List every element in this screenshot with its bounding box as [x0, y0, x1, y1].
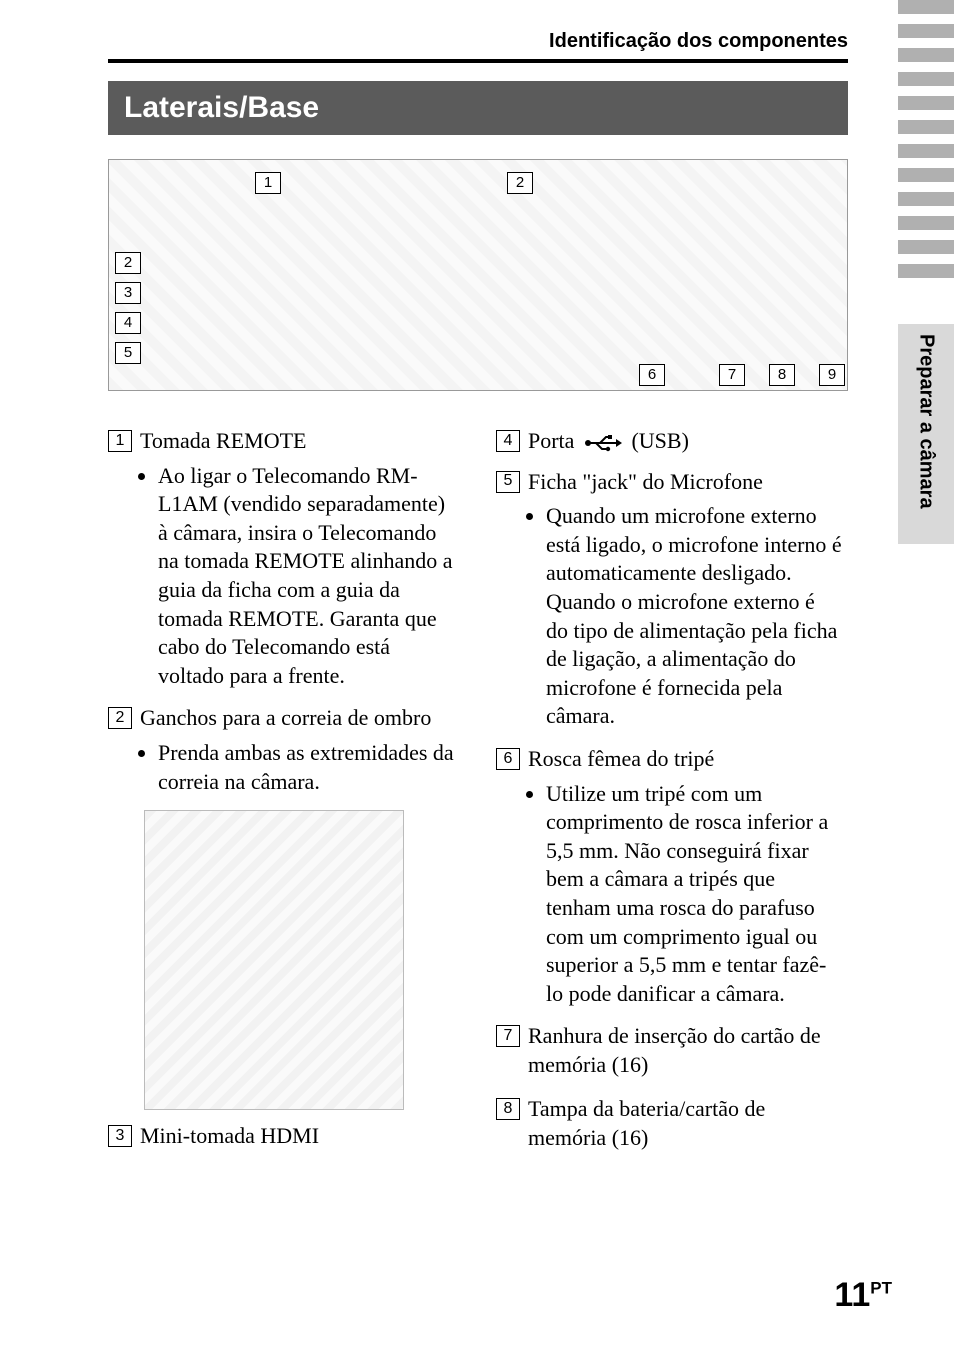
entry-num: 8	[496, 1098, 520, 1120]
stripe	[898, 192, 954, 206]
section-title: Laterais/Base	[108, 81, 848, 135]
entry-6: 6 Rosca fêmea do tripé Utilize um tripé …	[496, 745, 848, 1008]
bullet: Prenda ambas as extremidades da correia …	[158, 739, 460, 796]
stripe	[898, 72, 954, 86]
entry-label-post: (USB)	[631, 428, 688, 453]
entry-2: 2 Ganchos para a correia de ombro Prenda…	[108, 704, 460, 1110]
entry-1: 1 Tomada REMOTE Ao ligar o Telecomando R…	[108, 427, 460, 690]
usb-icon	[584, 434, 622, 452]
section-tab: Preparar a câmara	[898, 324, 954, 544]
entry-label: Ranhura de inserção do cartão de memória…	[528, 1022, 848, 1079]
bullet: Quando um microfone externo está ligado,…	[546, 502, 848, 731]
entry-num: 2	[108, 707, 132, 729]
bullet: Ao ligar o Telecomando RM-L1AM (vendido …	[158, 462, 460, 691]
section-tab-label: Preparar a câmara	[915, 334, 938, 509]
entry-label: Tomada REMOTE	[140, 427, 306, 456]
page-number-value: 11	[834, 1276, 870, 1314]
callout-1: 1	[255, 172, 281, 194]
entry-7: 7 Ranhura de inserção do cartão de memór…	[496, 1022, 848, 1079]
entry-num: 5	[496, 471, 520, 493]
callout-4: 4	[115, 312, 141, 334]
entry-label: Porta (USB)	[528, 427, 689, 456]
stripe	[898, 0, 954, 14]
entry-bullets: Utilize um tripé com um comprimento de r…	[546, 780, 848, 1009]
entry-3: 3 Mini-tomada HDMI	[108, 1122, 460, 1151]
stripe	[898, 216, 954, 230]
stripe	[898, 24, 954, 38]
entry-label-pre: Porta	[528, 428, 580, 453]
stripe	[898, 96, 954, 110]
breadcrumb: Identificação dos componentes	[108, 30, 848, 53]
stripe	[898, 144, 954, 158]
page-number: 11PT	[834, 1276, 892, 1315]
stripe	[898, 48, 954, 62]
entry-label: Tampa da bateria/cartão de memória (16)	[528, 1095, 848, 1152]
stripe	[898, 264, 954, 278]
entry-num: 6	[496, 748, 520, 770]
bullet: Utilize um tripé com um comprimento de r…	[546, 780, 848, 1009]
side-tab-stripes	[898, 0, 954, 288]
entry-bullets: Ao ligar o Telecomando RM-L1AM (vendido …	[158, 462, 460, 691]
entry-8: 8 Tampa da bateria/cartão de memória (16…	[496, 1095, 848, 1152]
callout-2-mid: 2	[507, 172, 533, 194]
page-number-suffix: PT	[870, 1279, 892, 1298]
callout-7: 7	[719, 364, 745, 386]
entry-num: 1	[108, 430, 132, 452]
entry-num: 4	[496, 430, 520, 452]
entry-4: 4 Porta (USB)	[496, 427, 848, 456]
entry-bullets: Quando um microfone externo está ligado,…	[546, 502, 848, 731]
entry-num: 3	[108, 1125, 132, 1147]
entry-num: 7	[496, 1025, 520, 1047]
stripe	[898, 240, 954, 254]
stripe	[898, 120, 954, 134]
strap-figure	[144, 810, 404, 1110]
page-content: Identificação dos componentes Laterais/B…	[108, 30, 848, 1165]
callout-8: 8	[769, 364, 795, 386]
entry-label: Rosca fêmea do tripé	[528, 745, 714, 774]
callout-5: 5	[115, 342, 141, 364]
callout-6: 6	[639, 364, 665, 386]
entry-5: 5 Ficha "jack" do Microfone Quando um mi…	[496, 468, 848, 731]
entry-label: Ganchos para a correia de ombro	[140, 704, 431, 733]
entry-label: Ficha "jack" do Microfone	[528, 468, 763, 497]
callout-3: 3	[115, 282, 141, 304]
right-column: 4 Porta (USB)	[496, 427, 848, 1165]
callout-9: 9	[819, 364, 845, 386]
header-rule	[108, 59, 848, 63]
stripe	[898, 168, 954, 182]
entry-bullets: Prenda ambas as extremidades da correia …	[158, 739, 460, 796]
callout-2-left: 2	[115, 252, 141, 274]
entry-label: Mini-tomada HDMI	[140, 1122, 319, 1151]
left-column: 1 Tomada REMOTE Ao ligar o Telecomando R…	[108, 427, 460, 1165]
parts-diagram: 1 2 3 4 5 2 6 7 8 9	[108, 159, 848, 391]
text-columns: 1 Tomada REMOTE Ao ligar o Telecomando R…	[108, 427, 848, 1165]
